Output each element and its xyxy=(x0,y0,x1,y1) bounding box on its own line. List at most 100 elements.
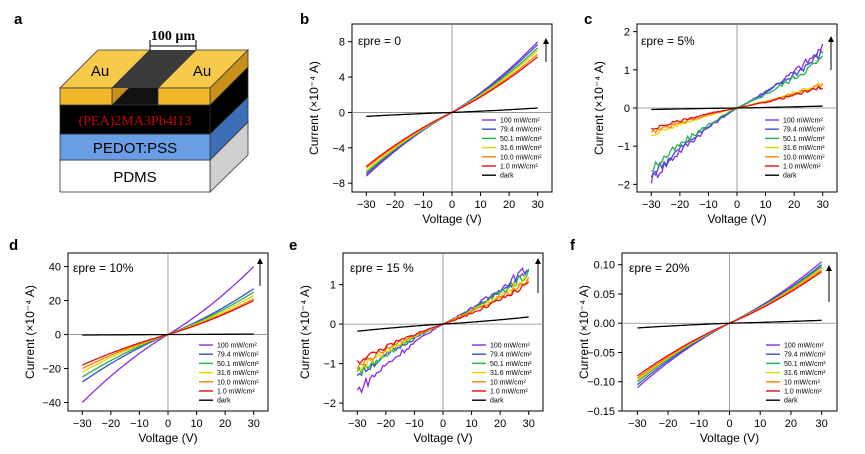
perovskite-layer xyxy=(59,104,211,135)
x-tick-label: −30 xyxy=(357,199,376,211)
y-tick-label: −0.05 xyxy=(587,347,615,359)
x-tick-label: 20 xyxy=(503,199,515,211)
x-tick-label: 10 xyxy=(474,199,486,211)
intensity-arrow-head xyxy=(828,36,834,42)
strain-annotation: εpre = 15 % xyxy=(350,261,414,275)
perovskite-label-text: (PEA)2MA3Pb4I13 xyxy=(79,114,192,129)
legend-label: 100 mW/cm² xyxy=(500,118,540,125)
legend-label: 1.0 mW/cm² xyxy=(500,164,538,171)
y-tick-label: 8 xyxy=(339,37,345,49)
x-axis-label: Voltage (V) xyxy=(707,212,766,226)
x-tick-label: −20 xyxy=(386,199,405,211)
x-tick-label: 0 xyxy=(440,418,446,430)
panel-letter-b: b xyxy=(300,11,309,28)
y-axis-label: Current (×10⁻⁴ A) xyxy=(307,61,321,155)
au-right-label: Au xyxy=(193,63,211,80)
y-axis-label: Current (×10⁻⁴ A) xyxy=(592,61,606,155)
au-left-front xyxy=(59,87,113,106)
perovskite-label: (PEA)2MA3Pb4I13 xyxy=(79,114,192,129)
legend-label: 10.0 mW/cm² xyxy=(500,154,542,161)
x-tick-label: −10 xyxy=(689,418,708,430)
strain-annotation: εpre = 5% xyxy=(641,34,695,48)
x-tick-label: −10 xyxy=(414,199,433,211)
panel-d: d −30 −20 −10 0 10 20 30 −40 −20 0 20 40 Voltage (V) C… xyxy=(9,237,269,445)
legend-label: dark xyxy=(500,173,514,180)
x-axis-label: Voltage (V) xyxy=(413,431,472,445)
strain-annotation: εpre = 10% xyxy=(73,261,134,275)
pedot-label: PEDOT:PSS xyxy=(93,140,177,157)
x-tick-label: 0 xyxy=(449,199,455,211)
legend-label: 10 mW/cm² xyxy=(490,379,526,386)
intensity-arrow-head xyxy=(826,265,832,271)
panel-a: a PDMS PEDOT:PSS (PEA)2MA3Pb4I13 Au Au xyxy=(14,11,249,193)
legend-label: 79.4 mW/cm² xyxy=(784,352,826,359)
y-tick-label: −20 xyxy=(42,364,61,376)
legend-label: 31.6 mW/cm² xyxy=(500,145,542,152)
x-tick-label: −20 xyxy=(659,418,678,430)
panel-letter-c: c xyxy=(584,11,592,28)
x-tick-label: 30 xyxy=(248,418,260,430)
x-tick-label: −20 xyxy=(671,199,690,211)
y-tick-label: 4 xyxy=(339,72,345,84)
legend-label: 31.6 mW/cm² xyxy=(783,145,825,152)
strain-annotation: εpre = 0 xyxy=(358,34,401,48)
x-tick-label: 20 xyxy=(494,418,506,430)
y-tick-label: 1 xyxy=(330,280,336,292)
panel-letter-d: d xyxy=(9,237,18,254)
y-tick-label: −1 xyxy=(323,359,336,371)
x-tick-label: 30 xyxy=(816,418,828,430)
y-tick-label: −2 xyxy=(617,179,630,191)
panel-b: b −30 −20 −10 0 10 20 30 −8 −4 0 4 8 Voltage (V) Curre… xyxy=(300,11,553,226)
legend-label: 50.1 mW/cm² xyxy=(217,361,259,368)
legend-label: 50.1 mW/cm² xyxy=(490,361,532,368)
series-line xyxy=(651,105,823,111)
pdms-layer xyxy=(59,159,211,193)
au-right-front xyxy=(157,87,211,106)
legend-label: 100 mW/cm² xyxy=(490,343,530,350)
x-tick-label: 20 xyxy=(219,418,231,430)
y-tick-label: −8 xyxy=(332,178,345,190)
legend-label: 79.4 mW/cm² xyxy=(490,352,532,359)
y-tick-label: 1 xyxy=(624,65,630,77)
legend-label: 50.1 mW/cm² xyxy=(500,136,542,143)
width-label: 100 µm xyxy=(151,29,196,44)
x-axis-label: Voltage (V) xyxy=(700,431,759,445)
legend-label: 1.0 mW/cm² xyxy=(217,389,255,396)
y-tick-label: 0 xyxy=(55,330,61,342)
x-tick-label: −10 xyxy=(699,199,718,211)
legend-label: 50.1 mW/cm² xyxy=(784,361,826,368)
x-tick-label: −30 xyxy=(628,418,647,430)
x-axis-label: Voltage (V) xyxy=(138,431,197,445)
strain-annotation: εpre = 20% xyxy=(629,261,690,275)
legend-label: dark xyxy=(217,398,231,405)
x-tick-label: −10 xyxy=(130,418,149,430)
y-tick-label: −40 xyxy=(42,398,61,410)
legend-label: 1.0 mW/cm² xyxy=(784,389,822,396)
y-tick-label: 0.00 xyxy=(594,318,615,330)
au-left-label: Au xyxy=(91,63,109,80)
y-tick-label: 40 xyxy=(49,262,61,274)
x-tick-label: −30 xyxy=(642,199,661,211)
legend-label: 31.6 mW/cm² xyxy=(217,370,259,377)
x-tick-label: −20 xyxy=(102,418,121,430)
legend-label: 50.1 mW/cm² xyxy=(783,136,825,143)
y-axis-label: Current (×10⁻⁴ A) xyxy=(298,285,312,379)
y-tick-label: −0.15 xyxy=(587,406,615,418)
legend-label: 1.0 mW/cm² xyxy=(783,164,821,171)
y-tick-label: −0.10 xyxy=(587,377,615,389)
legend-label: 1.0 mW/cm² xyxy=(490,389,528,396)
x-tick-label: 0 xyxy=(734,199,740,211)
x-tick-label: 20 xyxy=(785,418,797,430)
y-axis-label: Current (×10⁻⁴ A) xyxy=(23,285,37,379)
y-tick-label: −1 xyxy=(617,141,630,153)
x-tick-label: 30 xyxy=(817,199,829,211)
legend-label: 79.4 mW/cm² xyxy=(500,127,542,134)
x-tick-label: −20 xyxy=(377,418,396,430)
legend-label: 10.0 mW/cm² xyxy=(783,154,825,161)
y-tick-label: 0 xyxy=(339,107,345,119)
intensity-arrow-head xyxy=(257,258,263,264)
pdms-label: PDMS xyxy=(113,169,156,186)
x-tick-label: 10 xyxy=(190,418,202,430)
